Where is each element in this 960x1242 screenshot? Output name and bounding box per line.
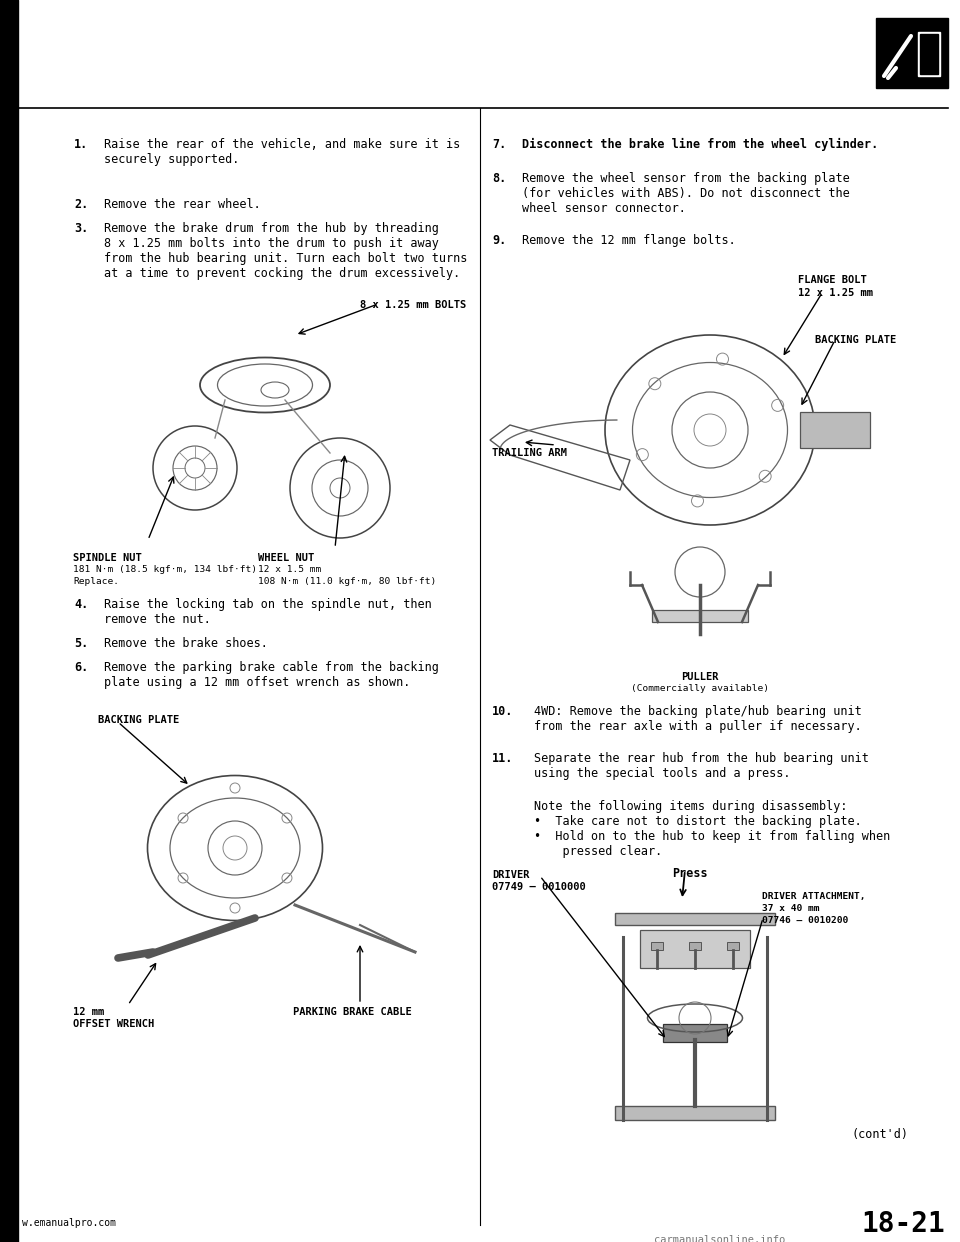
Text: 12 x 1.25 mm: 12 x 1.25 mm	[798, 288, 873, 298]
Text: 2.: 2.	[74, 197, 88, 211]
Bar	[876, 17, 948, 88]
Text: (cont'd): (cont'd)	[852, 1128, 909, 1141]
Text: 6.: 6.	[74, 661, 88, 674]
Bar	[920, 34, 938, 75]
Text: 07746 – 0010200: 07746 – 0010200	[762, 917, 849, 925]
Text: 12 x 1.5 mm: 12 x 1.5 mm	[258, 565, 322, 574]
Bar	[663, 1023, 727, 1042]
Text: WHEEL NUT: WHEEL NUT	[258, 553, 314, 563]
Text: 3.: 3.	[74, 222, 88, 235]
Text: Press: Press	[672, 867, 708, 881]
Text: BACKING PLATE: BACKING PLATE	[815, 335, 897, 345]
Bar	[652, 610, 748, 622]
Text: Remove the brake drum from the hub by threading
8 x 1.25 mm bolts into the drum : Remove the brake drum from the hub by th…	[104, 222, 468, 279]
Text: 18-21: 18-21	[862, 1210, 946, 1238]
Text: 07749 – 0010000: 07749 – 0010000	[492, 882, 586, 892]
Text: 4.: 4.	[74, 597, 88, 611]
Bar	[615, 913, 775, 925]
Text: Raise the locking tab on the spindle nut, then
remove the nut.: Raise the locking tab on the spindle nut…	[104, 597, 432, 626]
Text: OFFSET WRENCH: OFFSET WRENCH	[73, 1018, 155, 1030]
Text: FLANGE BOLT: FLANGE BOLT	[798, 274, 867, 284]
Text: PARKING BRAKE CABLE: PARKING BRAKE CABLE	[293, 1007, 412, 1017]
Text: 37 x 40 mm: 37 x 40 mm	[762, 904, 820, 913]
Text: PULLER: PULLER	[682, 672, 719, 682]
Text: Remove the wheel sensor from the backing plate
(for vehicles with ABS). Do not d: Remove the wheel sensor from the backing…	[522, 171, 850, 215]
Text: Note the following items during disassembly:
•  Take care not to distort the bac: Note the following items during disassem…	[534, 800, 890, 858]
Bar	[615, 1105, 775, 1120]
Text: SPINDLE NUT: SPINDLE NUT	[73, 553, 142, 563]
Text: 8 x 1.25 mm BOLTS: 8 x 1.25 mm BOLTS	[360, 301, 467, 310]
Text: 12 mm: 12 mm	[73, 1007, 105, 1017]
Text: 8.: 8.	[492, 171, 506, 185]
Text: TRAILING ARM: TRAILING ARM	[492, 448, 567, 458]
Text: 4WD: Remove the backing plate/hub bearing unit
from the rear axle with a puller : 4WD: Remove the backing plate/hub bearin…	[534, 705, 862, 733]
Text: Raise the rear of the vehicle, and make sure it is
securely supported.: Raise the rear of the vehicle, and make …	[104, 138, 460, 166]
Text: w.emanualpro.com: w.emanualpro.com	[22, 1218, 116, 1228]
Text: DRIVER: DRIVER	[492, 869, 530, 881]
Text: 7.: 7.	[492, 138, 506, 152]
Text: Disconnect the brake line from the wheel cylinder.: Disconnect the brake line from the wheel…	[522, 138, 878, 152]
Bar	[918, 32, 940, 76]
Text: 9.: 9.	[492, 233, 506, 247]
Bar	[651, 941, 663, 950]
Bar	[689, 941, 701, 950]
Bar	[640, 930, 750, 968]
Text: BACKING PLATE: BACKING PLATE	[98, 715, 180, 725]
Text: (Commercially available): (Commercially available)	[631, 684, 769, 693]
Text: Remove the 12 mm flange bolts.: Remove the 12 mm flange bolts.	[522, 233, 735, 247]
Text: 181 N·m (18.5 kgf·m, 134 lbf·ft): 181 N·m (18.5 kgf·m, 134 lbf·ft)	[73, 565, 257, 574]
Text: Separate the rear hub from the hub bearing unit
using the special tools and a pr: Separate the rear hub from the hub beari…	[534, 751, 869, 780]
Bar	[727, 941, 739, 950]
Text: Remove the brake shoes.: Remove the brake shoes.	[104, 637, 268, 650]
Text: Remove the parking brake cable from the backing
plate using a 12 mm offset wrenc: Remove the parking brake cable from the …	[104, 661, 439, 689]
Text: DRIVER ATTACHMENT,: DRIVER ATTACHMENT,	[762, 892, 866, 900]
Text: carmanualsonline.info: carmanualsonline.info	[655, 1235, 785, 1242]
Text: 1.: 1.	[74, 138, 88, 152]
Text: 5.: 5.	[74, 637, 88, 650]
FancyBboxPatch shape	[800, 412, 870, 448]
Text: 11.: 11.	[492, 751, 514, 765]
Text: 10.: 10.	[492, 705, 514, 718]
Text: Remove the rear wheel.: Remove the rear wheel.	[104, 197, 261, 211]
Text: 108 N·m (11.0 kgf·m, 80 lbf·ft): 108 N·m (11.0 kgf·m, 80 lbf·ft)	[258, 578, 436, 586]
Text: Replace.: Replace.	[73, 578, 119, 586]
